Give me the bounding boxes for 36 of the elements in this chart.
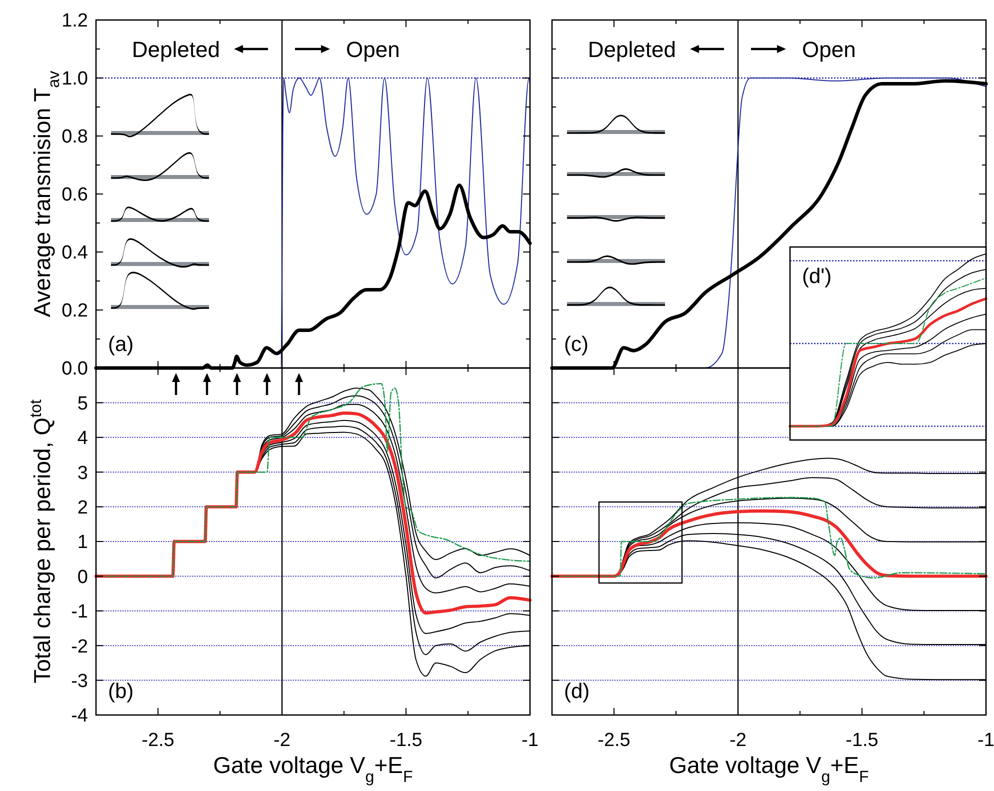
y-tick-label: 0 bbox=[77, 566, 88, 588]
annotation: Depleted bbox=[588, 37, 676, 62]
y-tick-label: 2 bbox=[77, 497, 88, 518]
x-tick-label: -1.5 bbox=[390, 730, 422, 751]
annotation: (d') bbox=[802, 265, 832, 288]
y-tick-label: -3 bbox=[71, 670, 88, 692]
y-tick-label: 1.0 bbox=[62, 68, 88, 90]
annotation: (a) bbox=[108, 333, 134, 356]
y-tick-label: 0.6 bbox=[62, 184, 88, 206]
annotation: (d) bbox=[564, 680, 590, 703]
annotation: Open bbox=[346, 37, 400, 62]
annotation: (b) bbox=[108, 680, 134, 703]
x-axis-title: Gate voltage V$_{g}$+E$_{F}$ bbox=[213, 752, 414, 786]
y-tick-label: 4 bbox=[77, 428, 88, 450]
y-tick-label: 1.2 bbox=[62, 10, 88, 32]
annotation: Open bbox=[802, 37, 856, 62]
y-tick-label: 3 bbox=[77, 462, 88, 484]
x-tick-label: -1 bbox=[522, 730, 538, 751]
x-axis-title: Gate voltage V$_{g}$+E$_{F}$ bbox=[669, 752, 870, 786]
y-tick-label: 0.4 bbox=[62, 242, 88, 264]
x-tick-label: -2.5 bbox=[598, 730, 630, 751]
y-tick-label: 0.2 bbox=[62, 300, 88, 322]
y-tick-label: 5 bbox=[77, 393, 88, 414]
y-tick-label: 0.8 bbox=[62, 126, 88, 148]
x-tick-label: -2 bbox=[730, 730, 746, 751]
annotation: Depleted bbox=[132, 37, 220, 62]
y-tick-label: -4 bbox=[71, 706, 88, 727]
y-tick-label: 0.0 bbox=[62, 358, 88, 380]
x-tick-label: -2.5 bbox=[142, 730, 174, 751]
annotation: (c) bbox=[564, 333, 588, 356]
x-tick-label: -1 bbox=[978, 730, 994, 751]
y-tick-label: -2 bbox=[71, 636, 88, 658]
y-tick-label: 1 bbox=[77, 532, 88, 554]
y-tick-label: -1 bbox=[71, 602, 88, 623]
x-tick-label: -2 bbox=[274, 730, 290, 751]
x-tick-label: -1.5 bbox=[846, 730, 878, 751]
